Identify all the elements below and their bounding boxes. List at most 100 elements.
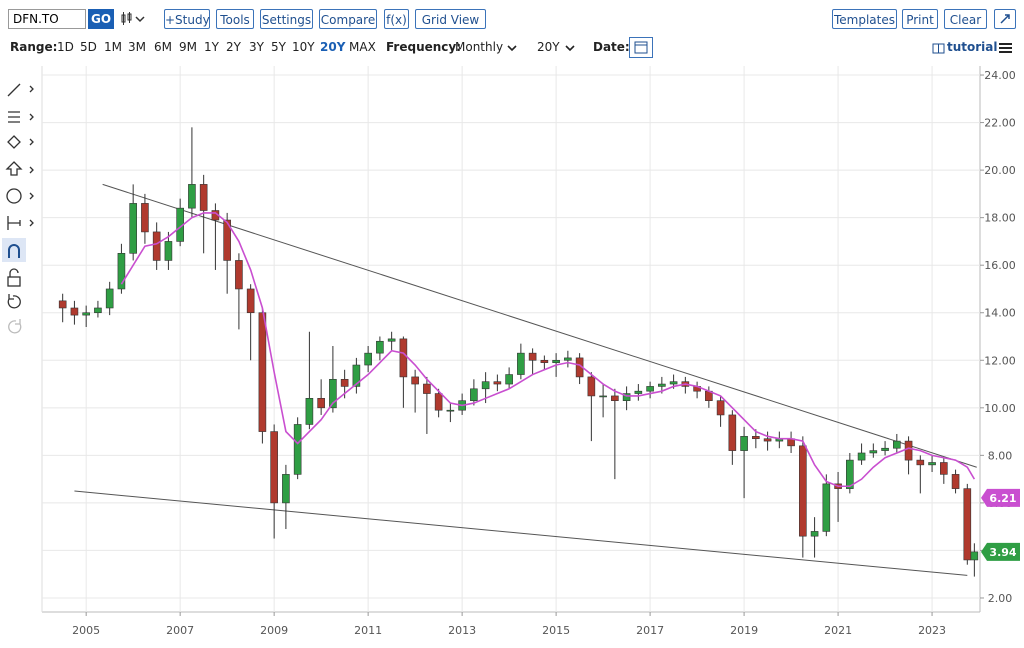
lock-tool[interactable] [7, 276, 21, 287]
candle-body [693, 386, 701, 392]
frequency-select[interactable]: Monthly [455, 40, 504, 54]
candle-body [528, 352, 537, 361]
annotation-tool[interactable] [6, 188, 22, 204]
range-toolbar: Range: 1D 5D 1M 3M 6M 9M 1Y 2Y 3Y 5Y 10Y 20Y MAX Fre… [0, 36, 1024, 60]
range-option[interactable]: 3M [128, 40, 146, 54]
line-tool[interactable] [7, 83, 21, 97]
top-toolbar: DFN.TO GO +Study Tools Settings Compare f(x)… [0, 0, 1024, 36]
redo-button[interactable] [8, 319, 22, 334]
candle-body [799, 445, 807, 537]
x-tick-label: 2015 [542, 624, 570, 637]
toolbar-button[interactable]: Settings [260, 9, 313, 29]
range-label: Range: [10, 40, 58, 54]
candle-body [94, 307, 102, 314]
y-tick-label: 8.00 [988, 449, 1013, 462]
toolbar-button[interactable]: Compare [319, 9, 377, 29]
candle-body [540, 359, 549, 363]
range-option[interactable]: 5Y [271, 40, 286, 54]
toolbar-button[interactable]: Clear [944, 9, 987, 29]
shape-tool[interactable] [7, 135, 21, 149]
menu-icon[interactable] [998, 42, 1014, 54]
toolbar-button[interactable]: +Study [164, 9, 210, 29]
y-tick-label: 16.00 [984, 259, 1016, 272]
candle-body [470, 388, 478, 401]
candle-body [846, 459, 854, 489]
candle-body [611, 395, 619, 401]
price-badge-label: 6.21 [989, 492, 1016, 505]
date-button[interactable] [629, 37, 653, 58]
candle-body [176, 207, 184, 242]
chart-type-icon[interactable] [120, 11, 148, 27]
go-button[interactable]: GO [88, 9, 114, 29]
trendline [74, 490, 968, 576]
candle-body [787, 438, 795, 447]
tutorial-icon [932, 43, 945, 54]
range-option[interactable]: 1D [57, 40, 74, 54]
candle-body [916, 459, 925, 466]
candle-body [329, 378, 337, 409]
candle-body [188, 184, 196, 209]
range-option[interactable]: 9M [179, 40, 197, 54]
range-option[interactable]: 2Y [226, 40, 241, 54]
trendline [102, 183, 977, 468]
candle-body [434, 393, 443, 411]
toolbar-button[interactable]: Print [902, 9, 938, 29]
candle-body [141, 203, 149, 233]
candle-body [164, 241, 173, 261]
candle-body [70, 307, 79, 316]
range-option[interactable]: 1M [104, 40, 122, 54]
toolbar-button[interactable]: Tools [216, 9, 254, 29]
y-tick-label: 2.00 [988, 592, 1013, 605]
y-tick-label: 6.00 [988, 497, 1013, 510]
y-tick-label: 4.00 [988, 544, 1013, 557]
candle-body [869, 450, 878, 454]
measure-tool[interactable] [7, 216, 21, 230]
arrow-tool[interactable] [5, 161, 23, 176]
candle-body [352, 364, 361, 387]
range-option[interactable]: MAX [349, 40, 376, 54]
candle-body [493, 381, 502, 385]
toolbar-button[interactable]: Grid View [415, 9, 486, 29]
range-option[interactable]: 6M [154, 40, 172, 54]
candle-body [517, 352, 525, 375]
fullscreen-button[interactable] [994, 9, 1016, 29]
range-option[interactable]: 1Y [204, 40, 219, 54]
candle-body [716, 400, 725, 416]
symbol-input[interactable]: DFN.TO [8, 9, 86, 29]
y-tick-label: 12.00 [984, 354, 1016, 367]
candle-body [834, 483, 842, 489]
candle-body [881, 447, 889, 451]
range-option[interactable]: 5D [80, 40, 97, 54]
range-option[interactable]: 20Y [320, 40, 346, 54]
tutorial-link[interactable]: tutorial [947, 40, 998, 54]
candle-body [258, 312, 267, 432]
candle-body [399, 338, 408, 378]
period-select[interactable]: 20Y [537, 40, 560, 54]
candle-body [857, 452, 866, 461]
magnet-tool[interactable] [2, 238, 26, 262]
price-badge [981, 542, 1020, 561]
range-option[interactable]: 3Y [249, 40, 264, 54]
candle-body [282, 474, 290, 504]
toolbar-button[interactable]: Templates [832, 9, 897, 29]
candle-body [129, 203, 137, 254]
fib-tool[interactable] [8, 111, 20, 123]
undo-button[interactable] [7, 294, 21, 309]
frequency-label: Frequency: [386, 40, 462, 54]
x-tick-label: 2007 [166, 624, 194, 637]
expand-icon [1000, 14, 1010, 24]
x-tick-label: 2021 [824, 624, 852, 637]
chevron [565, 45, 575, 52]
drawing-toolbar [2, 83, 34, 334]
candle-body [246, 288, 255, 314]
candle-body [646, 386, 654, 392]
candle-body [105, 288, 114, 309]
candle-body [822, 483, 831, 532]
toolbar-button[interactable]: f(x) [384, 9, 409, 29]
x-tick-label: 2011 [354, 624, 382, 637]
x-tick-label: 2013 [448, 624, 476, 637]
range-option[interactable]: 10Y [292, 40, 315, 54]
candle-body [575, 357, 584, 378]
x-tick-label: 2009 [260, 624, 288, 637]
